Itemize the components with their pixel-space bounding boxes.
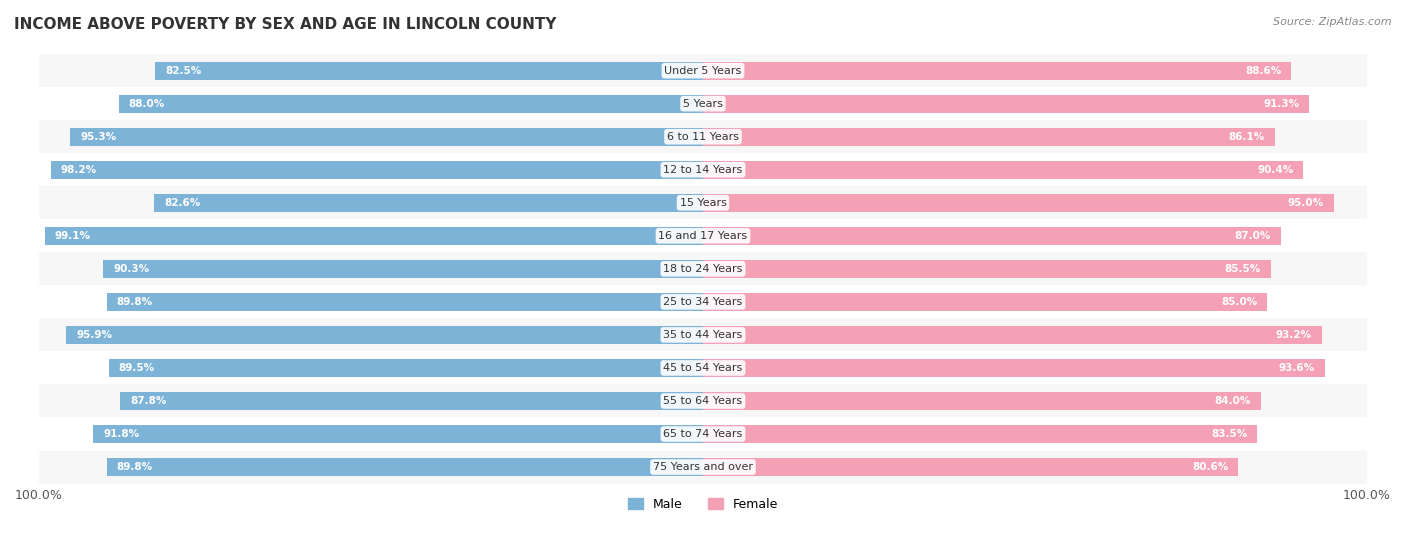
Bar bbox=[45, 227, 703, 245]
Bar bbox=[108, 359, 703, 377]
Text: 83.5%: 83.5% bbox=[1212, 429, 1247, 439]
Bar bbox=[703, 392, 1261, 410]
Text: 93.2%: 93.2% bbox=[1275, 330, 1312, 340]
Text: 95.0%: 95.0% bbox=[1288, 198, 1324, 208]
Legend: Male, Female: Male, Female bbox=[623, 493, 783, 516]
Bar bbox=[104, 260, 703, 278]
Text: 89.8%: 89.8% bbox=[117, 297, 153, 307]
Text: 5 Years: 5 Years bbox=[683, 99, 723, 108]
Text: 89.5%: 89.5% bbox=[118, 363, 155, 373]
Text: 12 to 14 Years: 12 to 14 Years bbox=[664, 165, 742, 175]
Bar bbox=[703, 260, 1271, 278]
Text: 85.5%: 85.5% bbox=[1225, 264, 1261, 274]
Bar bbox=[120, 392, 703, 410]
Text: 98.2%: 98.2% bbox=[60, 165, 97, 175]
Text: 86.1%: 86.1% bbox=[1229, 132, 1265, 142]
Text: 99.1%: 99.1% bbox=[55, 231, 91, 241]
Bar bbox=[39, 285, 1367, 319]
Bar bbox=[39, 54, 1367, 87]
Text: Source: ZipAtlas.com: Source: ZipAtlas.com bbox=[1274, 17, 1392, 27]
Text: 90.4%: 90.4% bbox=[1257, 165, 1294, 175]
Bar bbox=[39, 87, 1367, 120]
Bar bbox=[93, 425, 703, 443]
Text: 16 and 17 Years: 16 and 17 Years bbox=[658, 231, 748, 241]
Bar bbox=[39, 319, 1367, 352]
Bar bbox=[51, 160, 703, 179]
Bar bbox=[66, 326, 703, 344]
Bar bbox=[39, 153, 1367, 186]
Bar bbox=[39, 385, 1367, 418]
Text: 25 to 34 Years: 25 to 34 Years bbox=[664, 297, 742, 307]
Text: 45 to 54 Years: 45 to 54 Years bbox=[664, 363, 742, 373]
Text: 93.6%: 93.6% bbox=[1278, 363, 1315, 373]
Bar bbox=[155, 194, 703, 212]
Text: 87.0%: 87.0% bbox=[1234, 231, 1271, 241]
Bar bbox=[155, 61, 703, 80]
Bar bbox=[39, 120, 1367, 153]
Text: 84.0%: 84.0% bbox=[1215, 396, 1251, 406]
Text: 55 to 64 Years: 55 to 64 Years bbox=[664, 396, 742, 406]
Bar bbox=[703, 227, 1281, 245]
Text: 15 Years: 15 Years bbox=[679, 198, 727, 208]
Text: 75 Years and over: 75 Years and over bbox=[652, 462, 754, 472]
Bar bbox=[118, 94, 703, 113]
Text: 95.3%: 95.3% bbox=[80, 132, 117, 142]
Bar bbox=[39, 186, 1367, 219]
Text: 80.6%: 80.6% bbox=[1192, 462, 1229, 472]
Text: INCOME ABOVE POVERTY BY SEX AND AGE IN LINCOLN COUNTY: INCOME ABOVE POVERTY BY SEX AND AGE IN L… bbox=[14, 17, 557, 32]
Bar bbox=[107, 293, 703, 311]
Bar bbox=[703, 359, 1324, 377]
Text: 6 to 11 Years: 6 to 11 Years bbox=[666, 132, 740, 142]
Bar bbox=[70, 127, 703, 146]
Bar bbox=[703, 458, 1239, 476]
Bar bbox=[703, 425, 1257, 443]
Text: 65 to 74 Years: 65 to 74 Years bbox=[664, 429, 742, 439]
Bar bbox=[703, 194, 1334, 212]
Bar bbox=[39, 252, 1367, 285]
Text: 85.0%: 85.0% bbox=[1222, 297, 1257, 307]
Text: 88.6%: 88.6% bbox=[1246, 65, 1281, 75]
Bar bbox=[39, 219, 1367, 252]
Bar bbox=[703, 94, 1309, 113]
Bar bbox=[39, 418, 1367, 451]
Bar bbox=[703, 293, 1267, 311]
Bar bbox=[107, 458, 703, 476]
Bar bbox=[39, 451, 1367, 484]
Text: 95.9%: 95.9% bbox=[76, 330, 112, 340]
Text: 89.8%: 89.8% bbox=[117, 462, 153, 472]
Text: 88.0%: 88.0% bbox=[128, 99, 165, 108]
Bar bbox=[703, 160, 1303, 179]
Bar bbox=[703, 61, 1291, 80]
Text: 90.3%: 90.3% bbox=[114, 264, 149, 274]
Bar bbox=[703, 127, 1275, 146]
Bar bbox=[703, 326, 1322, 344]
Text: 87.8%: 87.8% bbox=[129, 396, 166, 406]
Text: 35 to 44 Years: 35 to 44 Years bbox=[664, 330, 742, 340]
Text: 18 to 24 Years: 18 to 24 Years bbox=[664, 264, 742, 274]
Text: 82.5%: 82.5% bbox=[165, 65, 201, 75]
Bar bbox=[39, 352, 1367, 385]
Text: 82.6%: 82.6% bbox=[165, 198, 201, 208]
Text: Under 5 Years: Under 5 Years bbox=[665, 65, 741, 75]
Text: 91.3%: 91.3% bbox=[1263, 99, 1299, 108]
Text: 91.8%: 91.8% bbox=[104, 429, 139, 439]
